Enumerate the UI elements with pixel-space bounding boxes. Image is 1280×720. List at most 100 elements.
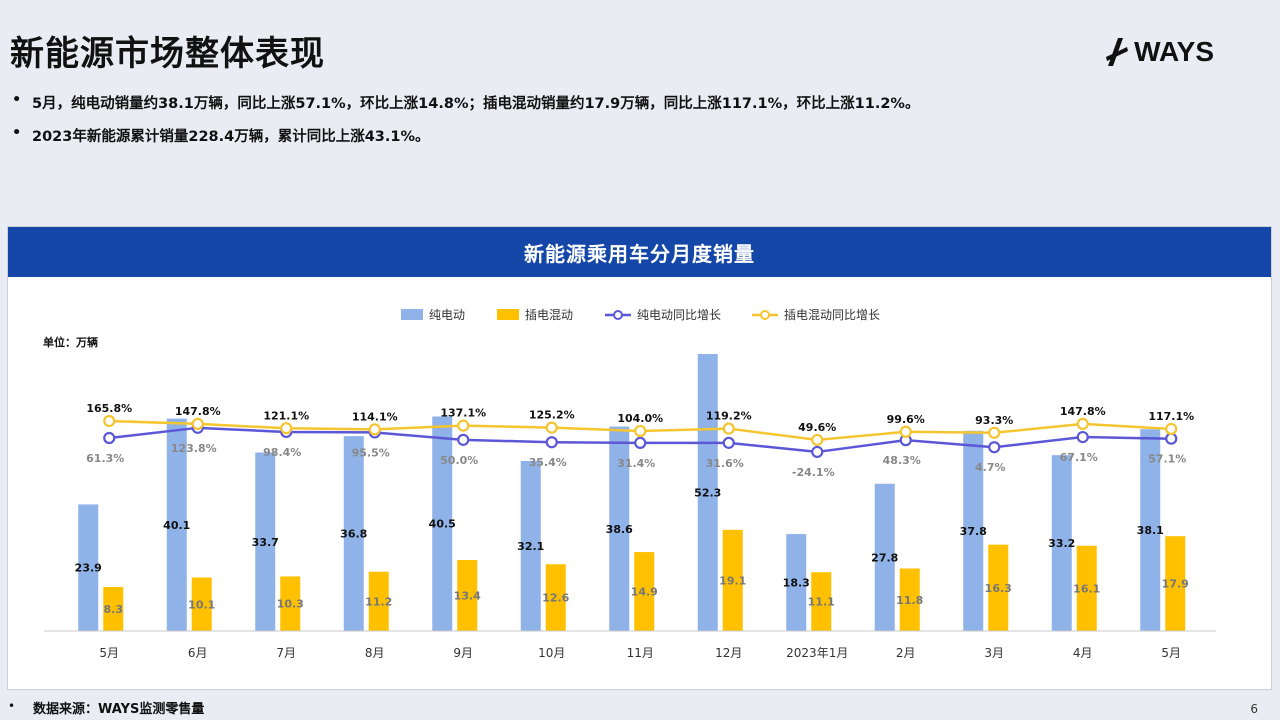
bev-bar-label: 23.9 (75, 562, 102, 575)
bev-yoy-label: 50.0% (440, 454, 478, 467)
phev-bar (811, 572, 832, 631)
phev-bar-label: 16.3 (985, 582, 1012, 595)
bev-bar-label: 33.2 (1048, 537, 1075, 550)
x-tick-label: 12月 (715, 646, 742, 660)
phev-yoy-label: 49.6% (798, 421, 836, 434)
bev-yoy-point (545, 436, 558, 449)
bev-bar (78, 504, 99, 631)
phev-yoy-point (634, 424, 647, 438)
phev-yoy-label: 137.1% (440, 407, 486, 420)
x-tick-label: 11月 (627, 646, 654, 660)
chart-panel: 新能源乘用车分月度销量 单位：万辆 纯电动 插电混动 纯电动同比增长 插电混动同比增长 2… (7, 226, 1272, 690)
bev-bar (343, 436, 364, 631)
bev-yoy-label: 123.8% (171, 442, 217, 455)
phev-yoy-point (811, 433, 824, 447)
bev-bar-label: 38.6 (606, 523, 633, 536)
x-tick-label: 7月 (276, 646, 296, 660)
phev-bar-label: 12.6 (542, 592, 569, 605)
bev-bar-label: 33.7 (252, 536, 279, 549)
phev-bar-label: 13.4 (454, 590, 481, 603)
bullet-dot-icon: • (12, 92, 22, 108)
phev-bar (988, 544, 1009, 631)
phev-yoy-label: 117.1% (1148, 410, 1194, 423)
phev-bar (191, 577, 212, 631)
phev-yoy-label: 104.0% (617, 412, 663, 425)
x-tick-label: 8月 (365, 646, 385, 660)
bev-bar (609, 426, 630, 631)
bev-yoy-label: 95.5% (352, 446, 390, 459)
phev-yoy-label: 125.2% (529, 409, 575, 422)
phev-yoy-label: 119.2% (706, 410, 752, 423)
bev-bar (874, 483, 895, 631)
x-tick-label: 4月 (1073, 646, 1093, 660)
phev-yoy-point (368, 423, 381, 436)
phev-bar (899, 568, 920, 631)
bev-yoy-point (1076, 430, 1089, 444)
monthly-sales-chart: 单位：万辆 纯电动 插电混动 纯电动同比增长 插电混动同比增长 23.9 8.3 40.1 10… (43, 308, 1216, 660)
phev-yoy-point (191, 417, 204, 431)
legend-label: 纯电动同比增长 (637, 308, 721, 322)
bev-bar (166, 418, 187, 631)
legend-marker (760, 310, 770, 320)
bev-bar-label: 40.5 (429, 518, 456, 531)
unit-label: 单位：万辆 (43, 335, 98, 349)
bev-bar-label: 18.3 (783, 577, 810, 590)
bev-yoy-label: 31.4% (617, 457, 655, 470)
chart-panel-header: 新能源乘用车分月度销量 (8, 227, 1271, 277)
bev-bar (963, 430, 984, 631)
legend-label: 插电混动同比增长 (784, 308, 880, 322)
bev-bar-label: 37.8 (960, 525, 987, 538)
x-tick-label: 2023年1月 (786, 646, 848, 660)
bev-bar-label: 40.1 (163, 519, 190, 532)
phev-yoy-point (457, 419, 470, 432)
phev-yoy-point (899, 425, 912, 438)
x-tick-label: 3月 (984, 646, 1004, 660)
bev-yoy-point (1165, 432, 1178, 445)
phev-bar (280, 576, 301, 631)
phev-yoy-point (280, 422, 293, 435)
bev-yoy-label: -24.1% (792, 466, 835, 479)
bev-yoy-label: 67.1% (1060, 451, 1098, 464)
phev-yoy-point (722, 422, 735, 435)
bev-bar-label: 36.8 (340, 528, 367, 541)
bev-yoy-point (722, 436, 735, 449)
phev-yoy-point (1076, 417, 1089, 431)
ways-logo-icon (1106, 38, 1129, 66)
bev-bar (697, 354, 718, 631)
phev-yoy-label: 121.1% (263, 409, 309, 422)
phev-yoy-point (1165, 422, 1178, 436)
bev-yoy-point (103, 431, 116, 445)
bev-yoy-label: 57.1% (1148, 453, 1186, 466)
phev-bar-label: 19.1 (719, 574, 746, 587)
phev-yoy-label: 165.8% (86, 402, 132, 415)
phev-bar (103, 587, 124, 631)
bev-yoy-point (988, 441, 1001, 454)
bev-yoy-point (811, 445, 824, 459)
bev-yoy-point (634, 436, 647, 449)
phev-yoy-label: 93.3% (975, 414, 1013, 427)
phev-bar-label: 10.3 (277, 598, 304, 611)
legend-marker (613, 310, 623, 320)
bev-bar-label: 38.1 (1137, 524, 1164, 537)
bev-bar-label: 52.3 (694, 487, 721, 500)
bev-yoy-label: 98.4% (263, 446, 301, 459)
phev-bar-label: 14.9 (631, 586, 658, 599)
bev-yoy-label: 35.4% (529, 456, 567, 469)
x-tick-label: 2月 (896, 646, 916, 660)
phev-bar (722, 529, 743, 631)
footer-bullet-icon: • (8, 699, 16, 713)
data-source-note: 数据来源：WAYS监测零售量 (33, 702, 205, 717)
bev-yoy-point (457, 433, 470, 446)
phev-bar (1165, 536, 1186, 631)
phev-yoy-label: 99.6% (887, 413, 925, 426)
x-tick-label: 9月 (453, 646, 473, 660)
legend-label: 纯电动 (429, 308, 465, 322)
bullet-item: • 5月，纯电动销量约38.1万辆，同比上涨57.1%，环比上涨14.8%；插电… (12, 92, 919, 113)
bev-yoy-label: 61.3% (86, 452, 124, 465)
phev-yoy-label: 147.8% (175, 405, 221, 418)
phev-bar-label: 10.1 (188, 598, 215, 611)
phev-yoy-label: 114.1% (352, 410, 398, 423)
x-tick-label: 10月 (538, 646, 565, 660)
bev-bar (1140, 429, 1161, 631)
phev-bar (457, 560, 478, 631)
